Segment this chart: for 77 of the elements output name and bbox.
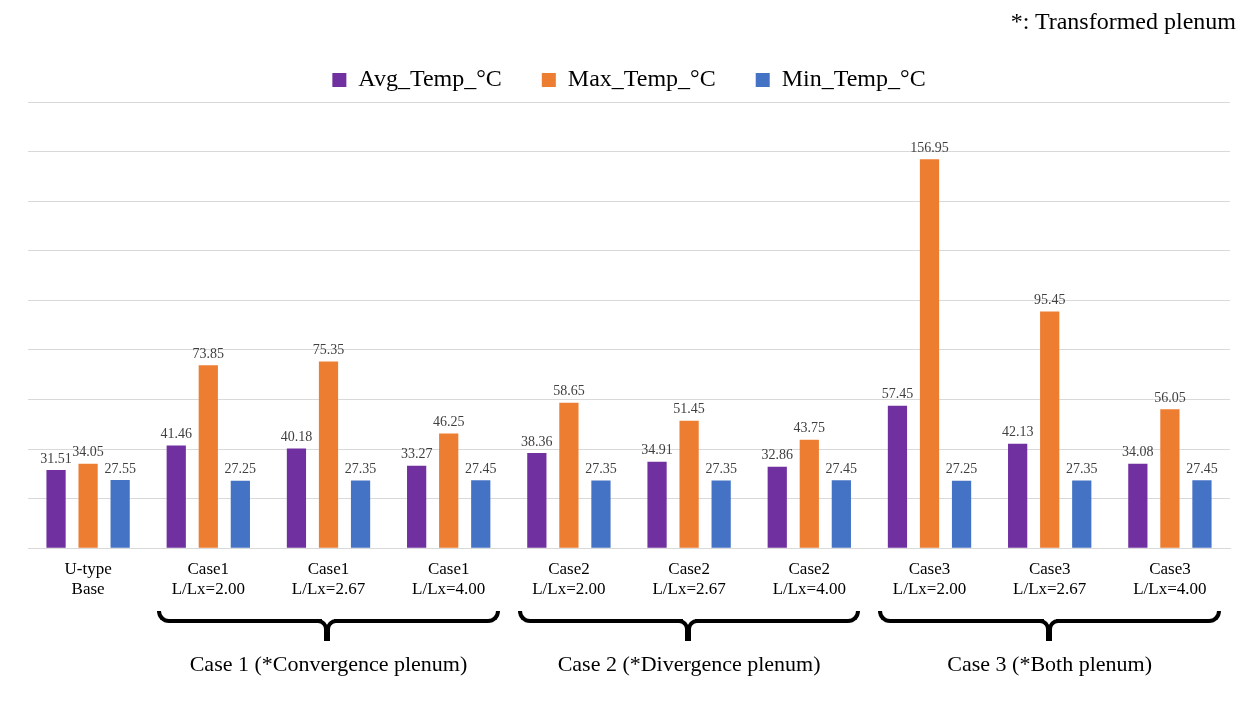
bar — [919, 159, 940, 548]
x-tick-label: Case1 L/Lx=2.00 — [171, 558, 245, 599]
bar — [559, 402, 579, 548]
data-label: 58.65 — [553, 383, 585, 399]
data-label: 156.95 — [910, 139, 949, 155]
legend-label: Min_Temp_°C — [781, 65, 926, 92]
bar — [767, 466, 787, 548]
data-label: 27.25 — [945, 461, 978, 477]
x-tick-label: Case1 L/Lx=2.67 — [291, 558, 366, 599]
legend-label: Avg_Temp_°C — [358, 65, 502, 92]
data-label: 57.45 — [881, 386, 914, 402]
data-label: 34.08 — [1122, 444, 1154, 460]
data-label: 46.25 — [432, 414, 465, 430]
bar — [711, 480, 731, 548]
data-label: 27.35 — [1066, 461, 1098, 477]
data-label: 40.18 — [280, 429, 313, 445]
data-label: 27.55 — [104, 460, 136, 476]
bar — [166, 445, 186, 548]
data-label: 27.35 — [344, 461, 377, 477]
bar — [887, 405, 908, 548]
x-tick-label: Case2 L/Lx=2.00 — [532, 558, 606, 599]
bar — [1128, 463, 1148, 548]
bar — [1040, 311, 1060, 548]
data-label: 34.05 — [72, 444, 104, 460]
legend-label: Max_Temp_°C — [567, 65, 716, 92]
text: Case 2 (*Divergence plenum) — [556, 651, 822, 677]
x-tick-label: Case2 L/Lx=2.67 — [652, 558, 727, 599]
data-label: 33.27 — [400, 446, 433, 462]
text: Case 1 (*Convergence plenum) — [188, 651, 469, 677]
bar — [1192, 480, 1212, 548]
bar — [78, 463, 98, 548]
x-tick-label: Case3 L/Lx=2.67 — [1013, 558, 1087, 599]
data-label: 41.46 — [160, 426, 192, 442]
data-label: 27.45 — [465, 460, 497, 476]
bar — [951, 480, 972, 548]
text: Case 3 (*Both plenum) — [946, 651, 1154, 677]
bar — [230, 480, 250, 548]
data-label: 42.13 — [1001, 424, 1034, 440]
data-label: 27.45 — [825, 460, 858, 476]
data-label: 27.35 — [705, 461, 737, 477]
data-label: 95.45 — [1033, 292, 1066, 308]
data-label: 34.91 — [641, 442, 673, 458]
bar — [407, 465, 427, 548]
bar — [831, 480, 851, 548]
bar — [1072, 480, 1092, 548]
bar — [647, 461, 667, 548]
x-tick-label: Case2 L/Lx=4.00 — [772, 558, 846, 599]
x-tick-label: Case3 L/Lx=4.00 — [1133, 558, 1207, 599]
data-label: 51.45 — [673, 401, 705, 417]
data-label: 73.85 — [192, 345, 225, 361]
bar — [318, 361, 339, 548]
data-label: 32.86 — [761, 447, 793, 463]
data-label: 75.35 — [312, 342, 345, 358]
bar — [1008, 443, 1028, 548]
bar — [1160, 409, 1180, 548]
bar — [799, 439, 819, 548]
data-label: 27.45 — [1186, 460, 1218, 476]
bar — [679, 420, 699, 548]
data-label: 27.25 — [224, 461, 257, 477]
x-tick-label: Case1 L/Lx=4.00 — [412, 558, 486, 599]
data-label: 38.36 — [521, 433, 553, 449]
bar — [110, 479, 130, 548]
bar — [591, 480, 611, 548]
data-label: 43.75 — [793, 420, 826, 436]
bar — [46, 470, 66, 548]
bar — [439, 433, 459, 548]
bar — [471, 480, 491, 548]
bar — [527, 453, 547, 548]
x-tick-label: U-type Base — [64, 558, 112, 599]
bar — [350, 480, 371, 548]
data-label: 56.05 — [1154, 389, 1186, 405]
data-label: 27.35 — [585, 461, 617, 477]
bar — [286, 448, 307, 548]
data-label: 31.51 — [40, 450, 72, 466]
bar — [198, 365, 218, 548]
text: *: Transformed plenum — [1010, 8, 1236, 35]
x-tick-label: Case3 L/Lx=2.00 — [892, 558, 967, 599]
